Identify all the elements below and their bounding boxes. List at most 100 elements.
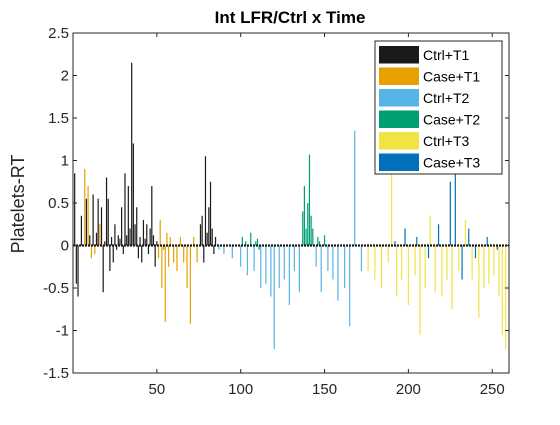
- bar-ctrl-t1-20: [119, 238, 121, 246]
- bar-ctrl-t1-18: [116, 245, 118, 250]
- bar-ctrl-t1-49: [209, 181, 212, 246]
- bar-ctrl-t2-14: [298, 245, 300, 293]
- bar-ctrl-t1-11: [104, 241, 106, 246]
- legend-swatch-case-t1: [379, 67, 419, 85]
- bar-ctrl-t1-17: [114, 224, 116, 246]
- bar-case-t2-13: [317, 237, 319, 246]
- legend-label-ctrl-t2: Ctrl+T2: [423, 90, 470, 106]
- bar-ctrl-t1-52: [214, 237, 217, 246]
- bar-ctrl-t3-11: [429, 215, 431, 246]
- legend-label-ctrl-t1: Ctrl+T1: [423, 47, 470, 63]
- bar-ctrl-t3-17: [464, 220, 466, 246]
- bar-case-t1-7: [161, 245, 163, 288]
- bar-ctrl-t3-14: [446, 245, 448, 280]
- bar-ctrl-t1-44: [201, 215, 203, 246]
- bar-ctrl-t3-18: [471, 245, 473, 280]
- bar-ctrl-t1-27: [131, 62, 133, 246]
- bar-case-t2-2: [250, 232, 252, 246]
- bar-ctrl-t3-5: [396, 245, 398, 297]
- chart-title: Int LFR/Ctrl x Time: [215, 8, 366, 27]
- bar-ctrl-t1-3: [80, 215, 82, 246]
- bar-ctrl-t1-10: [102, 245, 104, 293]
- bar-case-t1-13: [173, 245, 175, 263]
- bar-ctrl-t2-13: [293, 245, 295, 271]
- bar-case-t3-11: [496, 245, 498, 250]
- bar-ctrl-t3-1: [374, 245, 376, 280]
- bar-ctrl-t2-18: [332, 245, 334, 280]
- bar-ctrl-t3-13: [441, 245, 443, 297]
- bar-case-t2-11: [310, 215, 312, 246]
- y-tick-label: 0: [61, 238, 69, 255]
- bar-ctrl-t3-10: [424, 245, 426, 288]
- legend: Ctrl+T1 Case+T1 Ctrl+T2 Case+T2 Ctrl+T3 Case+…: [374, 40, 503, 175]
- y-tick-label: 1: [61, 153, 69, 170]
- bar-case-t3-4: [437, 224, 440, 246]
- bar-ctrl-t1-46: [204, 156, 207, 246]
- bar-ctrl-t1-5: [89, 235, 91, 246]
- x-tick-label: 150: [312, 381, 337, 398]
- bar-case-t2-10: [308, 154, 311, 246]
- bar-case-t3-2: [416, 237, 418, 246]
- bar-ctrl-t1-35: [144, 238, 146, 246]
- bar-case-t2-6: [302, 211, 304, 246]
- bar-case-t3-0: [394, 241, 396, 246]
- bar-ctrl-t1-9: [100, 207, 103, 246]
- bar-case-t2-12: [312, 228, 314, 246]
- bar-ctrl-t1-6: [92, 194, 94, 246]
- bar-ctrl-t3-0: [367, 245, 369, 271]
- bar-case-t1-4: [99, 224, 101, 246]
- bar-ctrl-t1-31: [137, 245, 139, 259]
- bar-ctrl-t1-14: [109, 245, 111, 271]
- bar-ctrl-t3-25: [505, 245, 507, 350]
- bar-case-t3-9: [474, 245, 477, 259]
- bar-ctrl-t1-26: [129, 228, 131, 246]
- bar-case-t1-10: [166, 232, 168, 246]
- x-tick-label: 50: [149, 381, 166, 398]
- bar-ctrl-t1-41: [154, 245, 156, 267]
- bar-ctrl-t2-16: [320, 245, 322, 293]
- bar-ctrl-t3-12: [434, 245, 436, 293]
- bar-case-t1-18: [189, 245, 191, 324]
- legend-label-case-t1: Case+T1: [423, 68, 480, 84]
- x-tick-label: 200: [396, 381, 421, 398]
- bar-ctrl-t3-7: [407, 245, 409, 305]
- bar-case-t3-1: [404, 228, 406, 246]
- bar-ctrl-t3-16: [458, 245, 460, 271]
- bar-ctrl-t1-40: [152, 235, 155, 246]
- bar-ctrl-t2-0: [218, 245, 220, 250]
- bar-case-t3-3: [427, 245, 430, 259]
- bar-ctrl-t2-22: [354, 130, 356, 246]
- bar-ctrl-t2-10: [278, 245, 280, 288]
- bar-ctrl-t1-28: [132, 143, 134, 246]
- bar-ctrl-t1-21: [121, 207, 123, 246]
- bar-case-t2-1: [245, 241, 247, 246]
- bar-case-t1-11: [167, 245, 170, 267]
- bar-ctrl-t3-6: [401, 245, 403, 280]
- bar-ctrl-t3-15: [451, 245, 453, 310]
- legend-swatch-ctrl-t3: [379, 132, 419, 150]
- bar-ctrl-t1-30: [136, 207, 138, 246]
- bar-case-t1-9: [164, 245, 166, 322]
- y-tick-label: 2: [61, 68, 69, 85]
- y-tick-label: -0.5: [43, 280, 69, 297]
- bar-ctrl-t3-20: [483, 245, 485, 288]
- bar-ctrl-t1-7: [95, 232, 98, 246]
- bar-case-t1-8: [162, 245, 165, 250]
- bar-ctrl-t3-21: [488, 245, 490, 284]
- bar-ctrl-t1-51: [213, 245, 215, 254]
- bar-ctrl-t2-8: [270, 245, 272, 297]
- bar-ctrl-t1-36: [146, 224, 148, 246]
- bar-ctrl-t1-37: [147, 245, 150, 254]
- bar-ctrl-t3-24: [501, 245, 503, 335]
- bar-ctrl-t2-12: [288, 245, 290, 305]
- bar-ctrl-t1-50: [211, 228, 213, 246]
- bar-ctrl-t1-45: [203, 245, 205, 263]
- legend-label-ctrl-t3: Ctrl+T3: [423, 133, 470, 149]
- bar-case-t1-12: [169, 237, 171, 246]
- bar-ctrl-t1-43: [199, 224, 202, 246]
- bar-case-t2-14: [318, 241, 321, 246]
- bar-ctrl-t1-33: [141, 245, 143, 263]
- y-axis-label: Platelets-RT: [8, 155, 28, 254]
- bar-case-t2-9: [307, 203, 309, 246]
